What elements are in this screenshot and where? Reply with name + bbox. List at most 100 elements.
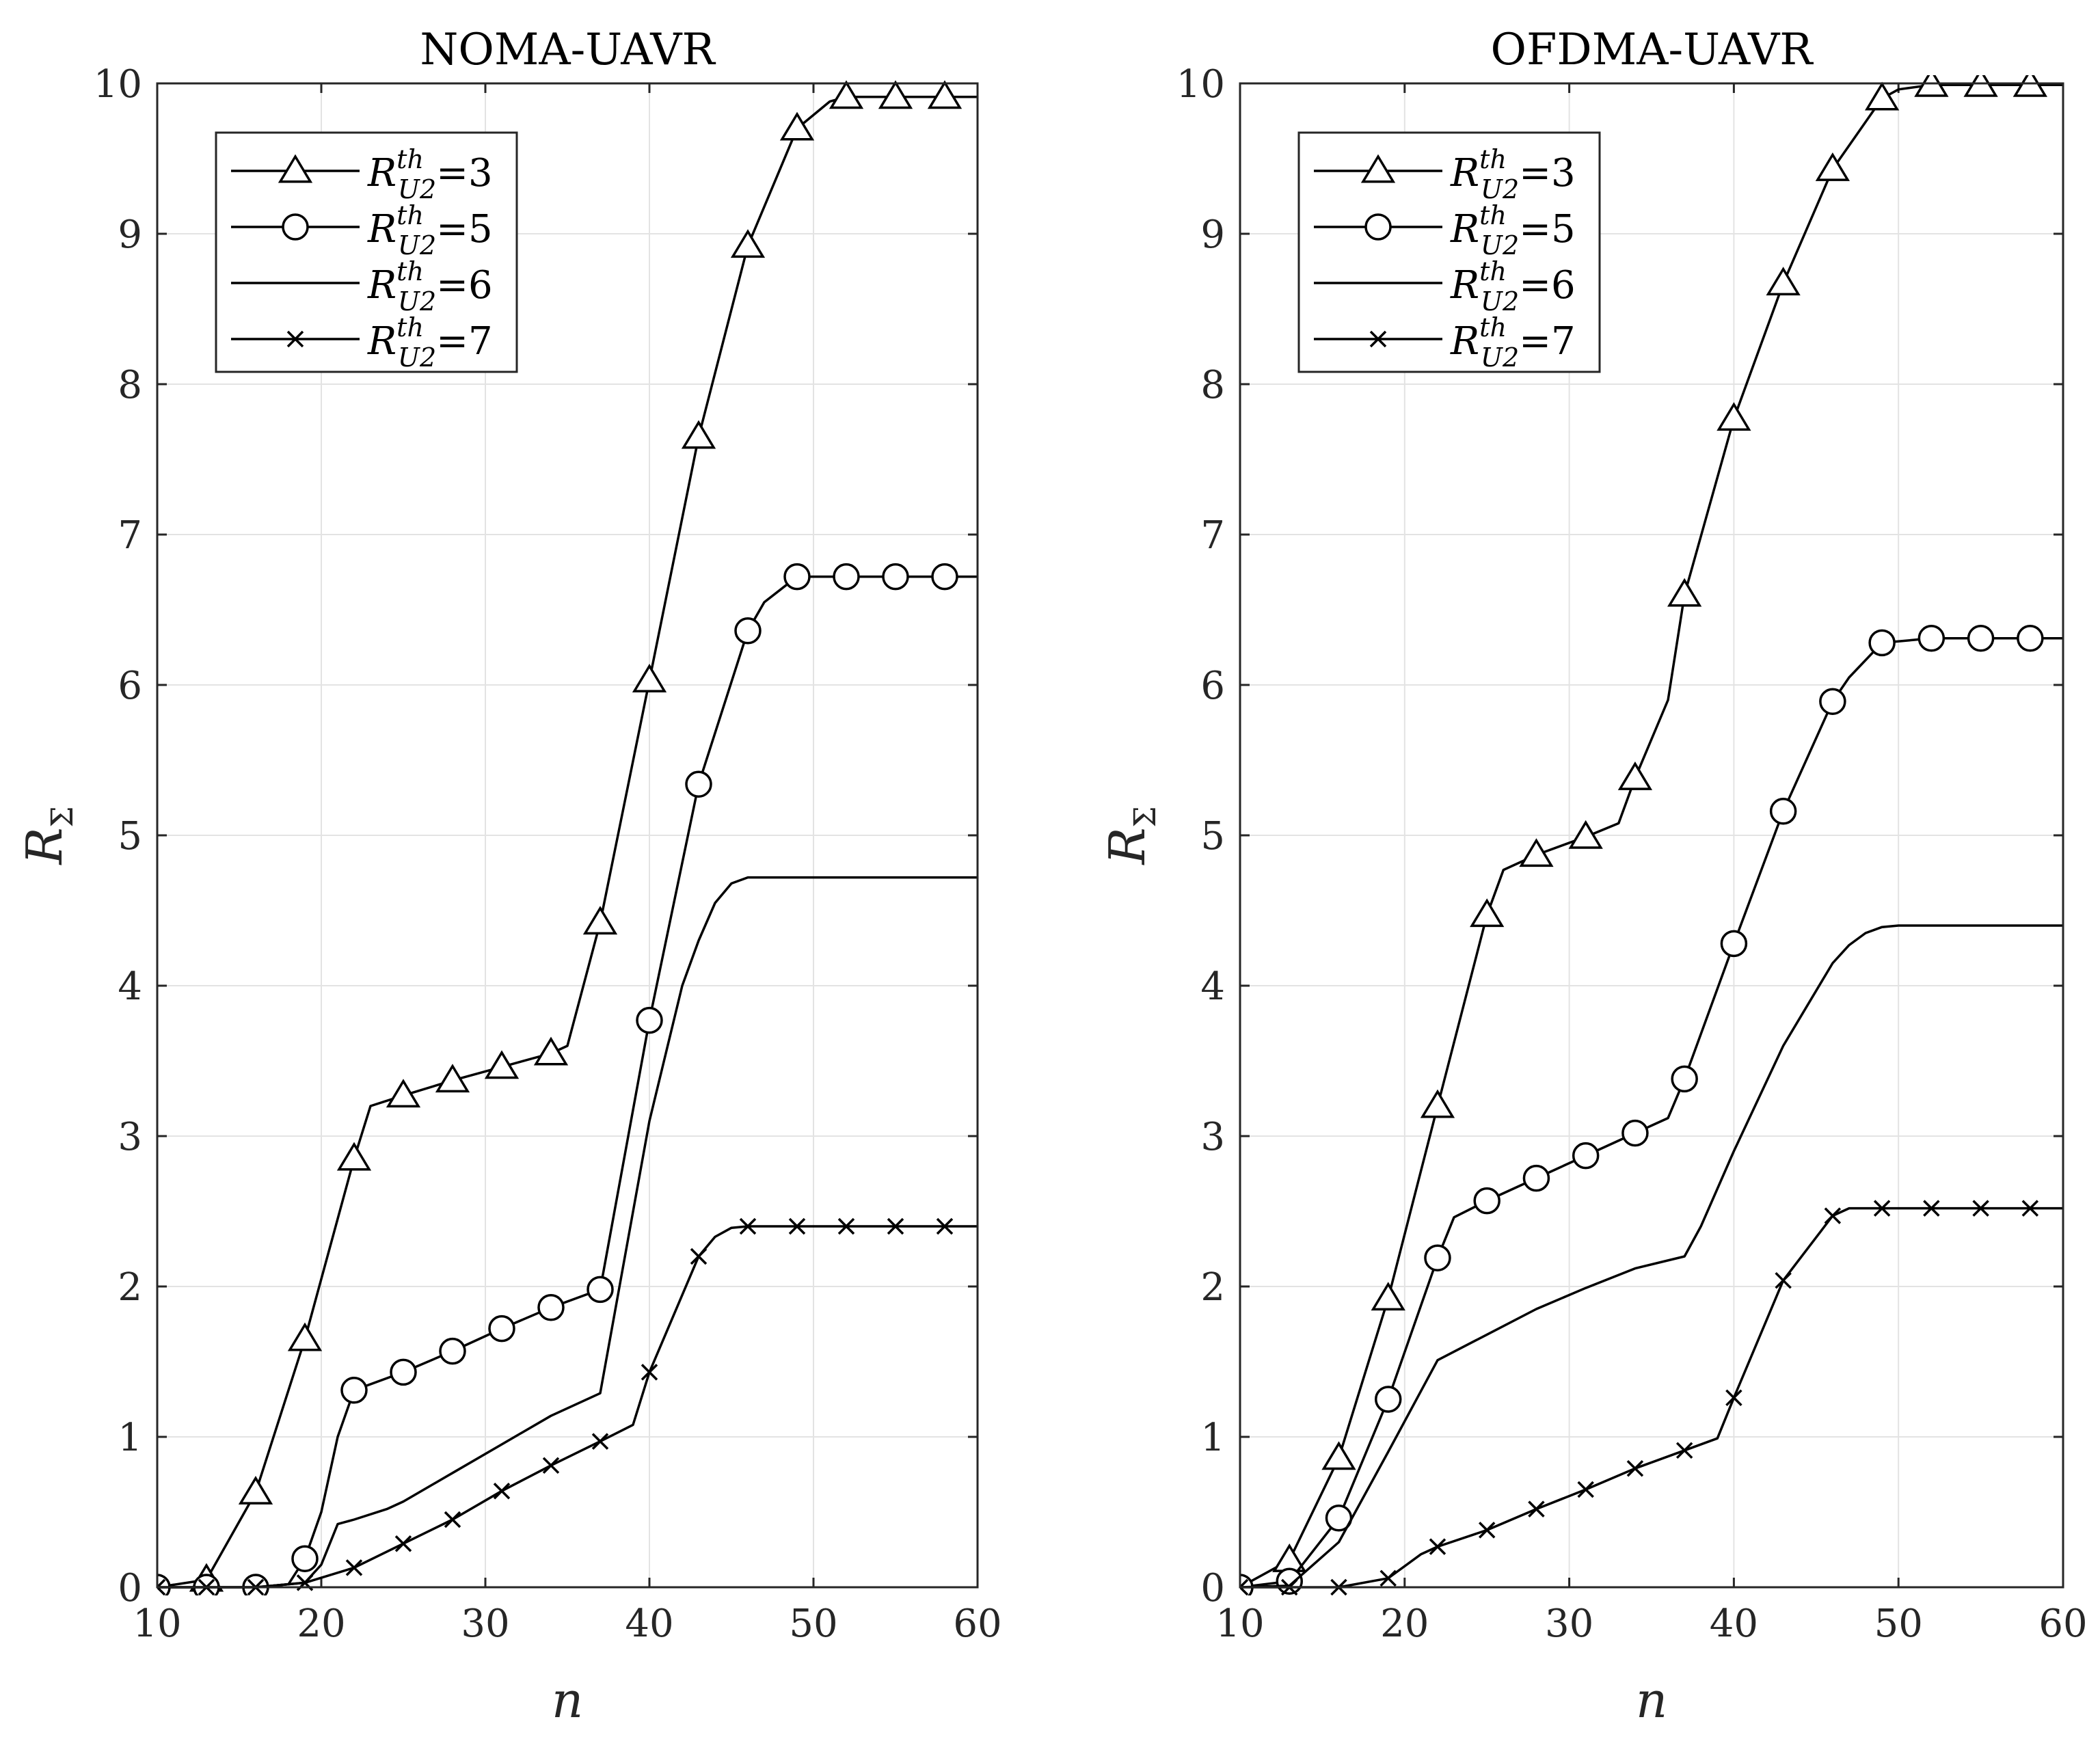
- data-point-marker-stroke: [1528, 1500, 1545, 1518]
- data-point-marker: [1815, 152, 1850, 181]
- data-point-marker: [1917, 625, 1946, 652]
- y-tick-label: 10: [94, 62, 142, 107]
- data-point-marker: [1671, 1065, 1698, 1093]
- y-axis-label-group: RΣ: [1099, 806, 1163, 865]
- x-tick-label: 20: [297, 1602, 345, 1646]
- y-axis-label-sub: Σ: [1128, 806, 1163, 827]
- data-point-marker: [1429, 1538, 1446, 1555]
- y-tick-label: 0: [118, 1566, 142, 1610]
- x-tick-label: 20: [1380, 1602, 1429, 1646]
- data-point-marker: [1424, 1244, 1451, 1271]
- data-point-marker: [1478, 1522, 1496, 1539]
- data-point-marker: [533, 1036, 569, 1066]
- legend-label: Rth U2=3: [1450, 144, 1576, 204]
- legend-label-sub: U2: [398, 286, 436, 316]
- data-point-marker: [936, 1217, 954, 1235]
- series-line: [157, 876, 978, 1589]
- data-point-marker: [739, 1217, 757, 1235]
- y-tick-label: 5: [118, 814, 142, 859]
- y-tick-label: 3: [1200, 1115, 1225, 1159]
- x-tick-label: 50: [789, 1602, 837, 1646]
- data-point-marker: [1868, 629, 1896, 657]
- y-axis-label-main: R: [16, 827, 73, 865]
- data-point-marker-stroke: [157, 1578, 166, 1589]
- legend-swatch-marker: [286, 330, 304, 348]
- data-point-marker: [931, 563, 958, 591]
- data-point-marker: [882, 563, 909, 591]
- legend-swatch-marker: [278, 154, 313, 183]
- legend-label-main: R: [367, 151, 396, 196]
- legend-label-main: R: [367, 263, 396, 308]
- x-tick-label: 10: [1215, 1602, 1264, 1646]
- data-point-marker-stroke: [1775, 1271, 1792, 1289]
- data-point-marker: [1725, 1389, 1742, 1407]
- legend-label: Rth U2=5: [367, 200, 493, 260]
- series-3: [1240, 924, 2063, 1589]
- data-point-marker: [1824, 1207, 1842, 1224]
- y-tick-label: 2: [118, 1265, 142, 1310]
- data-point-marker-stroke: [739, 1217, 757, 1235]
- y-tick-label: 2: [1200, 1265, 1225, 1310]
- data-point-marker: [157, 1578, 166, 1595]
- series-line: [157, 575, 978, 1589]
- y-axis-label-group: RΣ: [16, 806, 80, 865]
- legend-label-value: =6: [1519, 263, 1576, 308]
- chart-title: OFDMA-UAVR: [1491, 25, 1814, 75]
- x-tick-label: 40: [625, 1602, 673, 1646]
- y-tick-label: 10: [1176, 62, 1225, 107]
- series-line: [1240, 924, 2063, 1589]
- legend-label-main: R: [1450, 207, 1479, 252]
- series-line: [1240, 83, 2063, 1589]
- legend-item: Rth U2=5: [1314, 200, 1576, 260]
- y-axis-label-sub: Σ: [45, 806, 80, 827]
- axes-frame: [1239, 82, 2064, 1589]
- series-1: [1240, 75, 2063, 1589]
- data-point-marker: [927, 80, 962, 109]
- data-point-marker: [1717, 402, 1751, 431]
- series-1: [157, 80, 978, 1592]
- legend-swatch-marker: [282, 213, 309, 241]
- y-axis-label: RΣ: [1099, 806, 1163, 865]
- data-point-marker: [1775, 1271, 1792, 1289]
- data-point-marker-stroke: [1725, 1389, 1742, 1407]
- y-tick-label: 1: [118, 1416, 142, 1460]
- y-tick-label: 9: [1200, 213, 1225, 257]
- data-point-marker-stroke: [1240, 1585, 1249, 1595]
- legend-label: Rth U2=7: [367, 312, 493, 373]
- legend-item: Rth U2=3: [231, 144, 493, 204]
- legend-label-sub: U2: [398, 230, 436, 260]
- legend-label-value: =3: [436, 151, 493, 196]
- legend-label-sup: th: [1479, 312, 1507, 342]
- data-point-marker: [1626, 1459, 1644, 1477]
- x-axis-label: n: [1636, 1671, 1667, 1729]
- data-point-marker: [641, 1364, 658, 1381]
- data-point-marker: [1972, 1200, 1989, 1217]
- data-point-marker: [1374, 1386, 1402, 1413]
- y-axis-label: RΣ: [16, 806, 80, 865]
- data-point-marker: [1720, 930, 1748, 958]
- data-point-marker: [582, 906, 618, 935]
- data-point-marker-stroke: [444, 1511, 461, 1528]
- data-point-marker: [1276, 1567, 1303, 1595]
- x-tick-label: 60: [953, 1602, 1001, 1646]
- y-tick-label: 6: [118, 664, 142, 708]
- chart-title: NOMA-UAVR: [420, 25, 716, 75]
- legend-swatch-marker: [1360, 154, 1396, 183]
- data-point-marker-stroke: [1923, 1200, 1940, 1217]
- legend-item: Rth U2=3: [1314, 144, 1576, 204]
- data-point-marker-stroke: [1478, 1522, 1496, 1539]
- y-tick-label: 1: [1200, 1416, 1225, 1460]
- data-point-marker: [1617, 761, 1653, 790]
- data-point-marker: [887, 1217, 904, 1235]
- legend-label-main: R: [1450, 319, 1479, 364]
- series-line: [1240, 637, 2063, 1589]
- legend-swatch-marker: [1364, 213, 1392, 241]
- series-2: [1240, 625, 2063, 1595]
- x-tick-label: 10: [133, 1602, 181, 1646]
- data-point-marker-stroke: [394, 1535, 412, 1552]
- data-point-marker: [1577, 1481, 1594, 1498]
- y-tick-label: 0: [1200, 1566, 1225, 1610]
- y-tick-label: 3: [118, 1115, 142, 1159]
